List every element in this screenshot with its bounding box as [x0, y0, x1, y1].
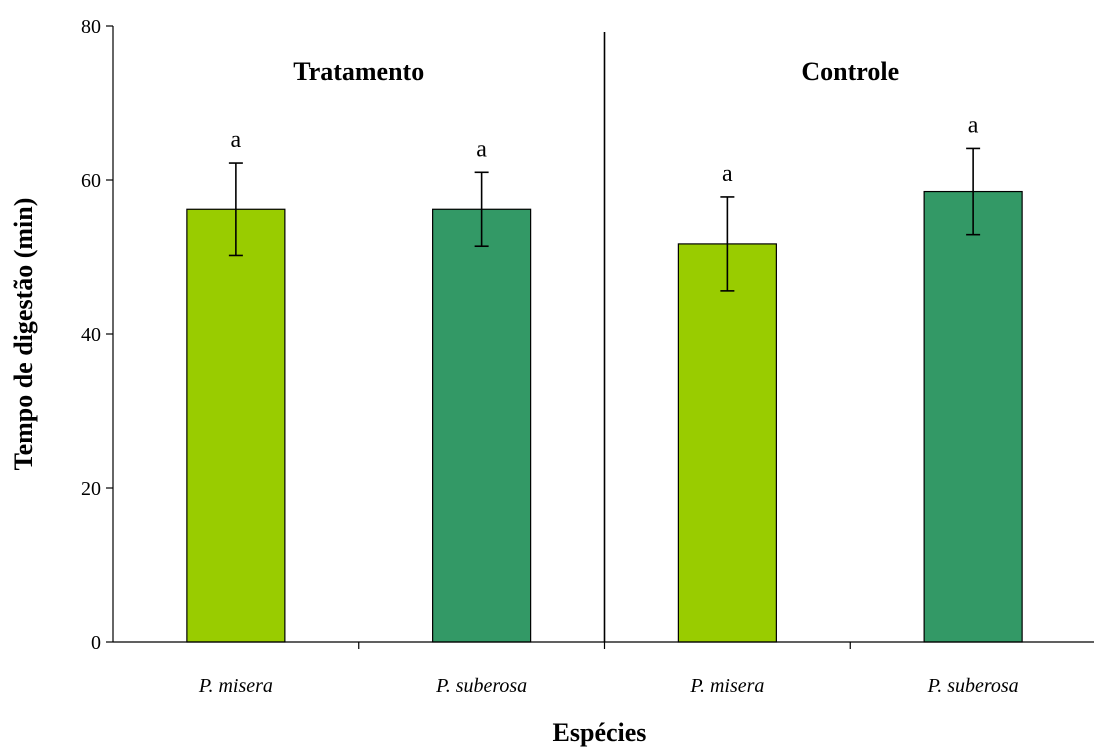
y-tick-label: 0	[91, 632, 101, 654]
y-tick-label: 40	[81, 324, 101, 346]
category-labels: a P. misera a P. suberosa a P. misera a P. sube…	[198, 112, 1019, 697]
bar	[186, 208, 286, 643]
y-axis-ticks: 0 20 40 60 80	[81, 16, 113, 654]
bar	[677, 243, 777, 643]
significance-label: a	[476, 136, 487, 162]
significance-label: a	[722, 161, 733, 187]
x-tick-label: P. misera	[198, 675, 273, 697]
error-bars	[228, 147, 981, 292]
x-axis-ticks	[358, 642, 851, 649]
group-labels: Tratamento Controle	[293, 57, 899, 86]
group-label: Tratamento	[293, 57, 424, 86]
y-tick-label: 60	[81, 170, 101, 192]
group-label: Controle	[801, 57, 899, 86]
bar	[923, 190, 1023, 643]
y-axis-title: Tempo de digestão (min)	[9, 198, 38, 471]
y-tick-label: 80	[81, 16, 101, 38]
bar	[432, 208, 532, 643]
x-tick-label: P. suberosa	[435, 675, 527, 697]
bars	[186, 190, 1023, 643]
x-tick-label: P. misera	[689, 675, 764, 697]
significance-label: a	[968, 112, 979, 138]
significance-label: a	[231, 127, 242, 153]
x-axis-title: Espécies	[553, 718, 647, 747]
y-tick-label: 20	[81, 478, 101, 500]
x-tick-label: P. suberosa	[927, 675, 1019, 697]
